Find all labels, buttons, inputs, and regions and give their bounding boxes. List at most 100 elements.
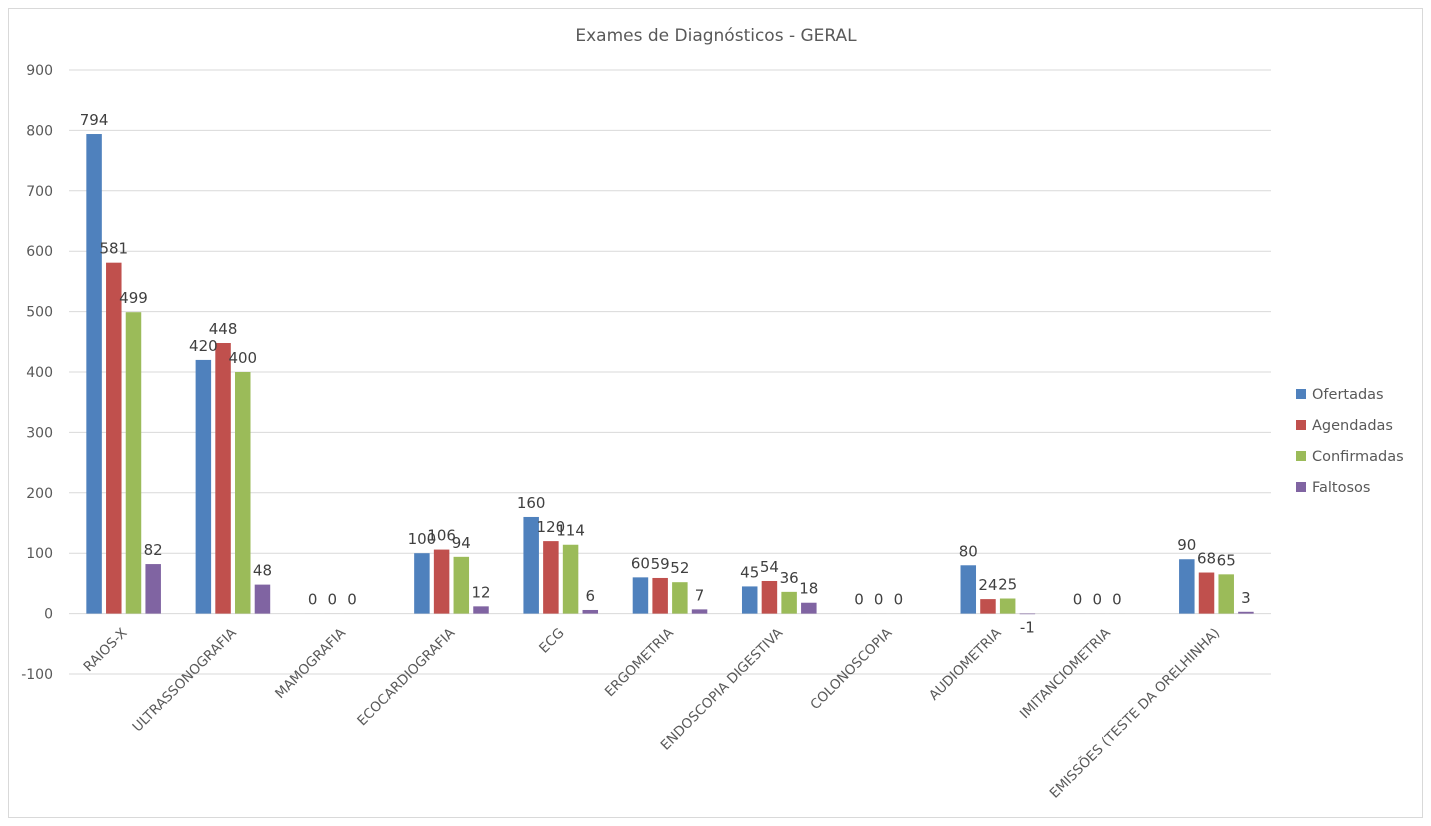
bar-confirmadas [672,582,688,614]
bar-ofertadas [632,577,649,614]
bar-confirmadas [1218,574,1234,614]
data-label: 52 [670,559,689,577]
data-label: 0 [1112,591,1122,609]
bar-confirmadas [781,591,797,614]
data-label: 160 [517,494,546,512]
bar-ofertadas [1179,559,1195,614]
data-label: 90 [1177,536,1196,554]
bar-faltosos [1019,613,1036,615]
x-category-label: ECG [536,625,567,656]
data-label: 400 [228,349,257,367]
data-label: 100 [408,530,437,548]
data-label: 0 [1073,591,1083,609]
legend-label: Confirmadas [1312,449,1404,465]
data-label: -1 [1020,619,1035,637]
bar-confirmadas [235,372,251,614]
data-label: 12 [471,583,490,601]
x-category-label: COLONOSCOPIA [807,625,896,714]
data-label: 420 [189,337,218,355]
y-tick-label: 400 [26,365,53,381]
data-label: 448 [209,320,238,338]
data-label: 0 [894,591,904,609]
data-label: 0 [328,591,338,609]
bar-ofertadas [414,553,430,614]
y-tick-label: 200 [26,486,53,502]
bar-confirmadas [999,598,1016,614]
y-tick-label: -100 [21,667,53,683]
bar-faltosos [145,564,161,614]
data-label: 581 [99,240,128,258]
y-tick-label: 700 [26,184,53,200]
y-tick-label: 500 [26,305,53,321]
bars [86,134,1254,615]
data-label: 794 [80,111,109,129]
data-label: 0 [308,591,318,609]
data-label: 7 [695,586,705,604]
legend-label: Agendadas [1312,418,1393,434]
legend-label: Ofertadas [1312,387,1384,403]
bar-confirmadas [562,544,579,614]
data-label: 48 [253,562,272,580]
bar-confirmadas [125,312,142,614]
data-label: 45 [740,563,759,581]
bar-agendadas [761,580,778,614]
y-tick-label: 600 [26,244,53,260]
bar-agendadas [652,577,668,614]
bar-ofertadas [86,134,102,614]
data-label: 24 [978,576,997,594]
bar-faltosos [1238,611,1254,614]
x-category-label: ULTRASSONOGRAFIA [130,625,241,736]
data-label: 60 [631,554,650,572]
bar-agendadas [980,599,996,614]
bar-faltosos [582,609,599,614]
x-category-label: MAMOGRAFIA [272,625,349,702]
data-label: 54 [760,558,779,576]
data-label: 3 [1241,589,1251,607]
y-tick-label: 300 [26,425,53,441]
data-label: 0 [874,591,884,609]
bar-ofertadas [523,516,539,614]
data-label: 36 [780,569,799,587]
bar-ofertadas [741,586,758,614]
x-category-label: ECOCARDIOGRAFIA [354,625,459,730]
data-label: 59 [651,555,670,573]
data-label: 0 [1092,591,1102,609]
bar-ofertadas [195,359,212,614]
data-label: 120 [537,518,566,536]
x-category-label: AUDIOMETRIA [926,625,1005,704]
bar-agendadas [106,262,122,614]
y-tick-label: 800 [26,123,53,139]
bar-faltosos [691,609,708,614]
bar-faltosos [801,602,817,614]
data-label: 25 [998,576,1017,594]
data-label: 82 [144,541,163,559]
data-label: 114 [556,522,585,540]
legend: Ofertadas Agendadas Confirmadas Faltosos [1296,387,1404,496]
legend-swatch [1296,420,1306,430]
y-tick-label: 900 [26,63,53,79]
bar-confirmadas [453,556,470,614]
legend-swatch [1296,451,1306,461]
y-axis-ticks: -100 0 100 200 300 400 500 600 700 800 900 [21,63,53,683]
data-label: 499 [119,289,148,307]
data-label: 6 [586,587,596,605]
bar-agendadas [1198,572,1215,614]
data-label: 68 [1197,550,1216,568]
chart-frame: -100 0 100 200 300 400 500 600 700 800 900 794 581 4… [8,8,1423,818]
legend-label: Faltosos [1312,480,1370,496]
data-label: 0 [854,591,864,609]
x-category-label: EMISSÕES (TESTE DA ORELHINHA) [1046,624,1223,801]
y-tick-label: 100 [26,546,53,562]
y-tick-label: 0 [44,607,53,623]
x-axis-categories: RAIOS-X ULTRASSONOGRAFIA MAMOGRAFIA ECOCARD… [80,624,1223,801]
bar-agendadas [215,343,231,614]
bar-agendadas [543,541,559,614]
data-label: 18 [799,580,818,598]
x-category-label: RAIOS-X [80,625,130,675]
bar-faltosos [254,584,271,614]
x-category-label: ENDOSCOPIA DIGESTIVA [658,625,787,754]
data-label: 80 [959,542,978,560]
bar-agendadas [433,549,450,614]
